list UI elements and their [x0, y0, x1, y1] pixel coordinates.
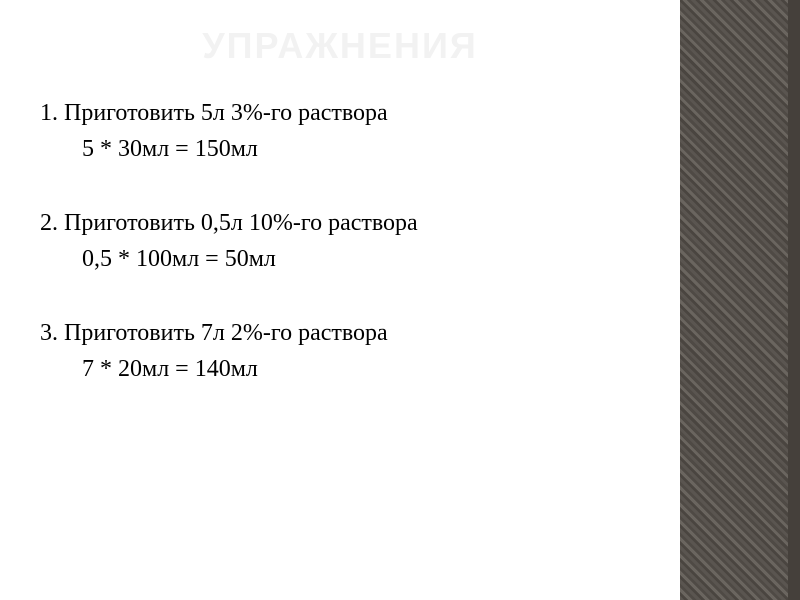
exercise-1-calculation: 5 * 30мл = 150мл — [40, 131, 640, 167]
exercise-3-problem: 3. Приготовить 7л 2%-го раствора — [40, 315, 640, 351]
exercise-2: 2. Приготовить 0,5л 10%-го раствора 0,5 … — [40, 205, 640, 277]
sidebar-pattern — [680, 0, 788, 600]
decorative-sidebar — [680, 0, 800, 600]
sidebar-edge — [788, 0, 800, 600]
watermark-title: УПРАЖНЕНИЯ — [40, 25, 640, 67]
exercise-3: 3. Приготовить 7л 2%-го раствора 7 * 20м… — [40, 315, 640, 387]
exercise-3-calculation: 7 * 20мл = 140мл — [40, 351, 640, 387]
slide-content: УПРАЖНЕНИЯ 1. Приготовить 5л 3%-го раств… — [0, 0, 680, 600]
exercise-1-problem: 1. Приготовить 5л 3%-го раствора — [40, 95, 640, 131]
exercise-2-problem: 2. Приготовить 0,5л 10%-го раствора — [40, 205, 640, 241]
exercise-1: 1. Приготовить 5л 3%-го раствора 5 * 30м… — [40, 95, 640, 167]
exercise-2-calculation: 0,5 * 100мл = 50мл — [40, 241, 640, 277]
